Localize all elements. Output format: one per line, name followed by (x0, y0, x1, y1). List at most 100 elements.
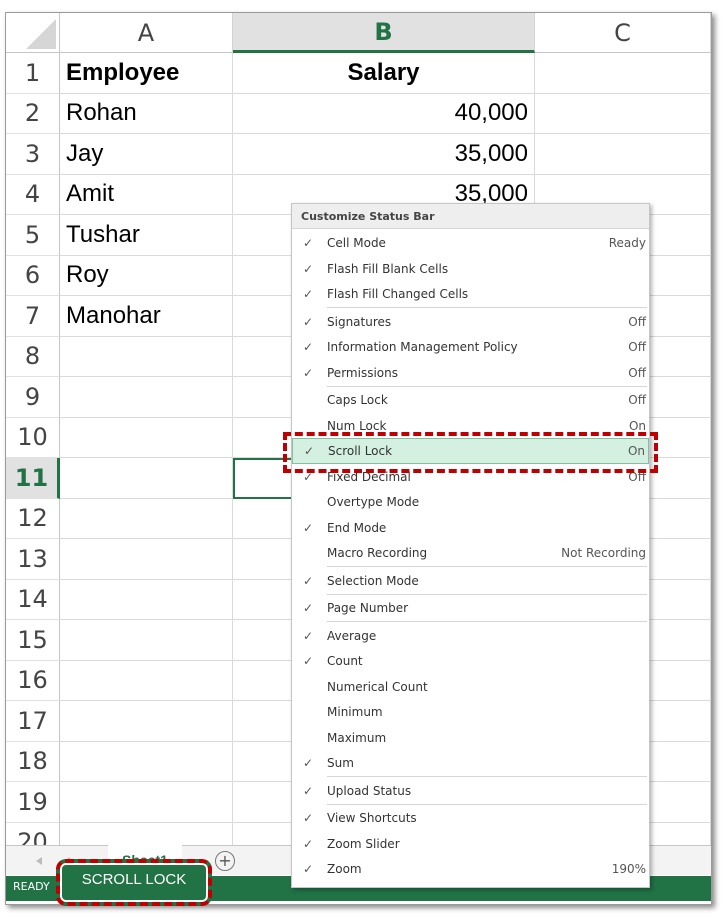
column-header[interactable]: A (60, 13, 233, 53)
menu-item[interactable]: Numerical Count (292, 674, 649, 700)
row-header[interactable]: 14 (6, 579, 60, 620)
context-menu (291, 203, 650, 888)
menu-item-label: Num Lock (327, 418, 387, 433)
select-all[interactable] (6, 13, 60, 53)
column-header[interactable]: B (233, 13, 535, 53)
row-header[interactable]: 12 (6, 498, 60, 539)
menu-item-label: Flash Fill Blank Cells (327, 261, 449, 276)
row-header[interactable]: 7 (6, 296, 60, 337)
cell[interactable]: Manohar (60, 296, 233, 337)
menu-item[interactable]: ✓ Flash Fill Changed Cells (292, 281, 649, 307)
cell[interactable]: Salary (233, 53, 535, 94)
row-header[interactable]: 6 (6, 255, 60, 296)
row-header[interactable]: 1 (6, 53, 60, 94)
cell[interactable] (535, 93, 711, 134)
row-header[interactable]: 19 (6, 782, 60, 823)
menu-item[interactable]: ✓ Flash Fill Blank Cells (292, 256, 649, 282)
menu-item-label: Zoom (327, 862, 362, 876)
menu-item[interactable]: Minimum (292, 699, 649, 725)
menu-item-label: Count (327, 654, 363, 668)
menu-item-label: Caps Lock (327, 393, 388, 407)
row-header[interactable]: 5 (6, 215, 60, 256)
cell[interactable]: Employee (60, 53, 233, 94)
menu-item-value: On (627, 444, 645, 458)
menu-item-label: End Mode (327, 520, 387, 535)
menu-title: Customize Status Bar (292, 204, 649, 229)
menu-item[interactable]: ✓ Count (292, 648, 649, 674)
cell[interactable]: Roy (60, 255, 233, 296)
menu-item-value: Off (628, 393, 646, 407)
menu-item[interactable]: ✓ Selection Mode (292, 568, 649, 594)
column-header[interactable]: C (535, 13, 711, 53)
menu-item[interactable]: Num Lock On (292, 413, 649, 439)
check-mark: ✓ (303, 654, 314, 668)
menu-item[interactable]: ✓ Signatures Off (292, 309, 649, 335)
menu-item-value: Off (628, 314, 646, 329)
cell[interactable]: 40,000 (233, 93, 535, 134)
menu-item[interactable]: ✓ End Mode (292, 515, 649, 541)
cell[interactable] (60, 336, 233, 377)
menu-item[interactable]: Overtype Mode (292, 489, 649, 515)
check-mark: ✓ (303, 314, 314, 329)
row-header[interactable]: 10 (6, 417, 60, 458)
menu-item-label: Cell Mode (327, 236, 386, 250)
row-header[interactable]: 4 (6, 174, 60, 215)
row-header[interactable]: 3 (6, 134, 60, 175)
new-sheet-button[interactable]: + (215, 851, 235, 871)
row-header[interactable]: 2 (6, 93, 60, 134)
row-header[interactable]: 13 (6, 539, 60, 580)
menu-item[interactable]: ✓ Zoom Slider (292, 831, 649, 857)
menu-item-value: Ready (608, 236, 646, 250)
menu-item[interactable]: ✓ Average (292, 623, 649, 649)
menu-item[interactable]: ✓ Information Management Policy Off (292, 334, 649, 360)
cell[interactable] (535, 134, 711, 175)
cell[interactable] (60, 701, 233, 742)
menu-item-value: Off (628, 469, 646, 484)
menu-separator (327, 803, 647, 805)
menu-item-value: Off (628, 340, 646, 354)
cell[interactable] (535, 53, 711, 94)
menu-item-value: Off (628, 365, 646, 380)
menu-item[interactable]: Macro Recording Not Recording (292, 540, 649, 566)
cell[interactable] (60, 417, 233, 458)
check-mark: ✓ (303, 287, 314, 301)
status-indicator: SCROLL LOCK (81, 871, 187, 888)
row-header[interactable]: 16 (6, 660, 60, 701)
cell[interactable] (60, 660, 233, 701)
cell[interactable]: Rohan (60, 93, 233, 134)
cell[interactable] (60, 579, 233, 620)
check-mark: ✓ (303, 573, 314, 588)
row-header[interactable]: 8 (6, 336, 60, 377)
cell[interactable] (60, 539, 233, 580)
cell[interactable] (60, 741, 233, 782)
highlight-box (56, 859, 212, 906)
menu-item-label: Fixed Decimal (327, 469, 411, 484)
menu-item[interactable]: ✓ Upload Status (292, 778, 649, 804)
cell[interactable]: Tushar (60, 215, 233, 256)
menu-item[interactable]: ✓ Page Number (292, 595, 649, 621)
cell[interactable]: Jay (60, 134, 233, 175)
cell[interactable] (60, 458, 233, 499)
menu-item-label: Upload Status (327, 783, 412, 798)
cell[interactable]: 35,000 (233, 134, 535, 175)
row-header[interactable]: 15 (6, 620, 60, 661)
cell[interactable] (60, 782, 233, 823)
row-header[interactable]: 18 (6, 741, 60, 782)
row-header[interactable]: 17 (6, 701, 60, 742)
menu-item[interactable]: ✓ View Shortcuts (292, 805, 649, 831)
menu-item[interactable]: ✓ Sum (292, 750, 649, 776)
cell[interactable] (60, 377, 233, 418)
menu-item[interactable]: ✓ Fixed Decimal Off (292, 464, 649, 490)
cell[interactable] (60, 620, 233, 661)
menu-item[interactable]: ✓ Zoom 190% (292, 856, 649, 882)
menu-item[interactable]: ✓ Permissions Off (292, 360, 649, 386)
check-mark: ✓ (303, 261, 314, 276)
row-header[interactable]: 11 (6, 458, 60, 499)
menu-item[interactable]: Maximum (292, 725, 649, 751)
menu-item[interactable]: Caps Lock Off (292, 387, 649, 413)
menu-item[interactable]: ✓ Cell Mode Ready (292, 230, 649, 256)
menu-item[interactable]: ✓ Scroll Lock On (292, 438, 649, 464)
cell[interactable]: Amit (60, 174, 233, 215)
row-header[interactable]: 9 (6, 377, 60, 418)
cell[interactable] (60, 498, 233, 539)
